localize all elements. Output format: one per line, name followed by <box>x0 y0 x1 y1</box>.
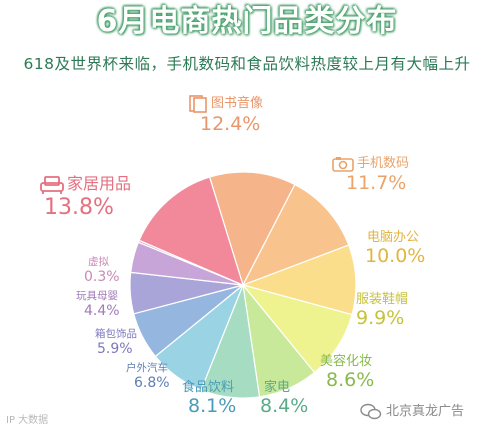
label-name: 虚拟 <box>88 256 109 268</box>
label-玩具母婴: 玩具母婴 4.4% <box>76 288 120 319</box>
label-value: 12.4% <box>200 112 261 135</box>
label-name: 手机数码 <box>357 156 410 171</box>
label-value: 10.0% <box>365 245 426 267</box>
label-name: 电脑办公 <box>367 230 420 245</box>
label-value: 13.8% <box>44 194 114 220</box>
label-电脑办公: 电脑办公 10.0% <box>365 226 426 267</box>
label-手机数码: 手机数码 11.7% <box>332 152 409 194</box>
wechat-icon <box>360 403 382 419</box>
label-户外汽车: 户外汽车 6.8% <box>126 360 170 391</box>
chart-subtitle: 618及世界杯来临，手机数码和食品饮料热度较上月有大幅上升 <box>23 55 471 73</box>
label-name: 户外汽车 <box>126 362 168 374</box>
label-家电: 家电 8.4% <box>260 376 308 417</box>
label-name: 家电 <box>264 380 291 395</box>
label-value: 6.8% <box>134 375 170 391</box>
label-value: 8.4% <box>260 395 309 417</box>
label-食品饮料: 食品饮料 8.1% <box>182 376 236 417</box>
label-value: 0.3% <box>84 269 120 285</box>
pie-slice-家居用品 <box>138 176 244 287</box>
pie-slice-手机数码 <box>241 183 350 287</box>
label-value: 11.7% <box>346 171 407 194</box>
label-服装鞋帽: 服装鞋帽 9.9% <box>356 288 408 329</box>
label-value: 9.9% <box>356 307 405 329</box>
camera-icon <box>332 156 354 172</box>
label-value: 8.1% <box>188 395 237 417</box>
label-name: 食品饮料 <box>182 380 235 395</box>
watermark-right: 北京真龙广告 <box>360 400 464 421</box>
book-icon <box>189 94 207 113</box>
watermark-left: IP 大数据 <box>6 415 49 426</box>
label-value: 8.6% <box>326 369 375 391</box>
label-美容化妆: 美容化妆 8.6% <box>320 350 374 391</box>
label-name: 服装鞋帽 <box>356 292 409 307</box>
label-name: 箱包饰品 <box>95 328 137 340</box>
label-箱包饰品: 箱包饰品 5.9% <box>95 326 137 357</box>
label-name: 美容化妆 <box>320 354 373 369</box>
label-家居用品: 家居用品 13.8% <box>40 170 131 221</box>
label-name: 家居用品 <box>67 174 132 193</box>
sofa-icon <box>40 175 64 194</box>
label-name: 图书音像 <box>211 96 264 111</box>
pie-slice-图书音像 <box>208 171 296 287</box>
label-图书音像: 图书音像 12.4% <box>188 92 263 135</box>
label-value: 4.4% <box>84 303 120 319</box>
label-虚拟: 虚拟 0.3% <box>84 254 120 285</box>
watermark-text: 北京真龙广告 <box>386 404 465 419</box>
chart-title: 6月电商热门品类分布 <box>96 4 398 39</box>
label-value: 5.9% <box>97 341 133 357</box>
label-name: 玩具母婴 <box>76 290 118 302</box>
